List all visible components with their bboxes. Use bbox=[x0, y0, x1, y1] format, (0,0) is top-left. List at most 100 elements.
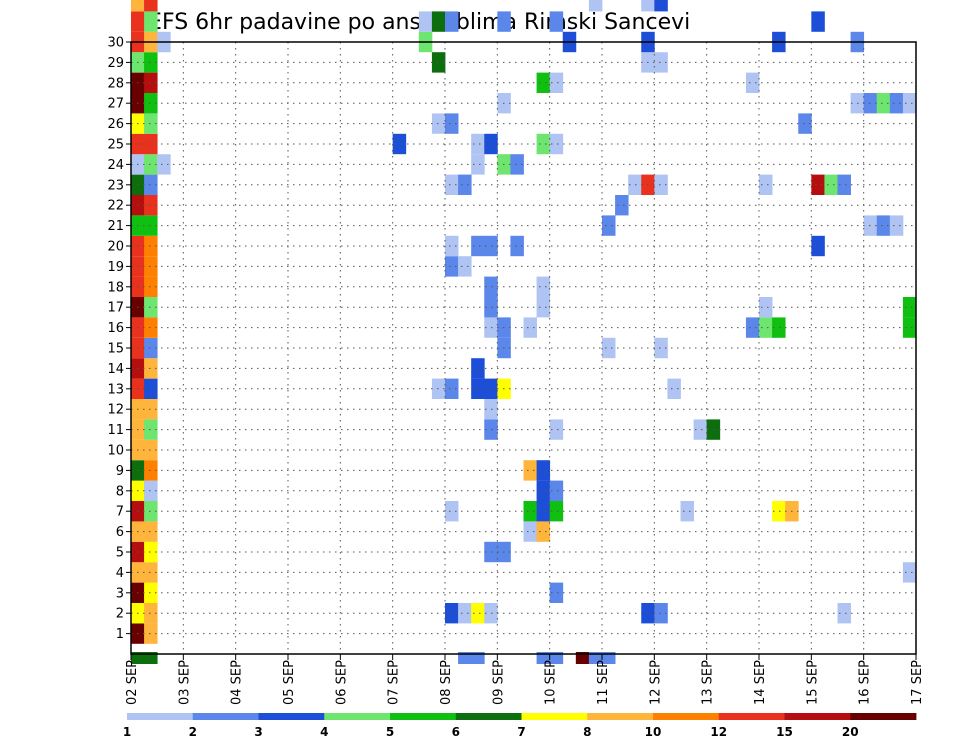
precip-cell bbox=[131, 652, 145, 664]
y-tick-label: 28 bbox=[107, 76, 124, 91]
colorbar-label: 20 bbox=[842, 725, 859, 739]
precip-cell bbox=[144, 501, 158, 522]
precip-cell bbox=[484, 541, 498, 563]
precip-cell bbox=[144, 399, 158, 420]
precip-cell bbox=[549, 11, 564, 32]
precip-cell bbox=[445, 378, 459, 399]
precip-cell bbox=[497, 11, 511, 32]
precip-cell bbox=[484, 399, 498, 420]
precip-cell bbox=[549, 652, 564, 664]
colorbar-label: 3 bbox=[254, 725, 262, 739]
precip-cell bbox=[811, 235, 825, 257]
precip-cell bbox=[458, 652, 472, 664]
x-tick-label: 11 SEP bbox=[596, 660, 611, 705]
precip-cell bbox=[144, 603, 158, 624]
precip-cell bbox=[902, 317, 917, 338]
precip-cell bbox=[471, 358, 485, 379]
precip-cell bbox=[144, 439, 158, 461]
colorbar-swatch bbox=[718, 713, 785, 720]
y-tick-label: 2 bbox=[116, 607, 124, 622]
colorbar-swatch bbox=[192, 713, 259, 720]
y-tick-label: 23 bbox=[107, 178, 124, 193]
precip-cell bbox=[654, 52, 668, 73]
precip-cell bbox=[759, 297, 773, 318]
precip-cell bbox=[549, 133, 564, 155]
precip-cell bbox=[549, 419, 564, 440]
precip-cell bbox=[889, 93, 904, 114]
precip-cell bbox=[458, 256, 472, 277]
precip-cell bbox=[144, 256, 158, 277]
x-tick-label: 16 SEP bbox=[858, 660, 873, 705]
colorbar-swatch bbox=[127, 713, 194, 720]
x-tick-label: 06 SEP bbox=[334, 660, 349, 705]
colorbar-swatch bbox=[784, 713, 851, 720]
precip-cell bbox=[471, 378, 485, 399]
precip-cell bbox=[445, 603, 459, 624]
precip-cell bbox=[536, 276, 551, 297]
x-tick-label: 05 SEP bbox=[282, 660, 297, 705]
precip-cell bbox=[144, 195, 158, 216]
precip-cell bbox=[144, 215, 158, 236]
colorbar-label: 12 bbox=[710, 725, 727, 739]
precip-cell bbox=[144, 11, 158, 32]
chart-title: GEFS 6hr padavine po ansamblima Rimski S… bbox=[131, 10, 690, 35]
precip-cell bbox=[484, 235, 498, 257]
precip-cell bbox=[772, 501, 786, 522]
colorbar-label: 6 bbox=[452, 725, 460, 739]
precip-cell bbox=[431, 113, 446, 134]
precip-cell bbox=[445, 256, 459, 277]
precip-cell bbox=[144, 419, 158, 440]
precip-cell bbox=[602, 215, 616, 236]
precip-cell bbox=[680, 501, 694, 522]
precip-cell bbox=[144, 562, 158, 583]
colorbar-label: 1 bbox=[123, 725, 131, 739]
colorbar-swatch bbox=[455, 713, 522, 720]
colorbar-label: 7 bbox=[517, 725, 525, 739]
precip-cell bbox=[759, 174, 773, 195]
precip-cell bbox=[876, 215, 891, 236]
x-tick-label: 12 SEP bbox=[648, 660, 663, 705]
precip-cell bbox=[131, 11, 145, 32]
precip-cell bbox=[144, 378, 158, 399]
precip-cell bbox=[471, 235, 485, 257]
y-tick-label: 30 bbox=[107, 36, 124, 51]
precip-cell bbox=[536, 652, 551, 664]
precip-cell bbox=[484, 317, 498, 338]
x-tick-label: 04 SEP bbox=[230, 660, 245, 705]
x-tick-label: 02 SEP bbox=[125, 660, 140, 705]
precip-cell bbox=[144, 480, 158, 501]
precip-cell bbox=[667, 378, 681, 399]
precip-cell bbox=[549, 501, 564, 522]
precip-cell bbox=[144, 276, 158, 297]
precip-cell bbox=[602, 337, 616, 359]
precip-cell bbox=[510, 235, 524, 257]
precip-cell bbox=[131, 0, 145, 12]
precip-cell bbox=[144, 521, 158, 542]
precip-cell bbox=[536, 480, 551, 501]
precip-cell bbox=[889, 215, 904, 236]
precip-cell bbox=[445, 11, 459, 32]
precip-cell bbox=[144, 337, 158, 359]
y-tick-label: 16 bbox=[107, 321, 124, 336]
precip-cell bbox=[144, 582, 158, 603]
y-tick-label: 4 bbox=[116, 566, 124, 581]
precip-cell bbox=[144, 93, 158, 114]
colorbar-label: 15 bbox=[776, 725, 793, 739]
precip-cell bbox=[523, 460, 537, 481]
precip-cell bbox=[510, 154, 524, 175]
precip-cell bbox=[876, 93, 891, 114]
precip-cell bbox=[484, 378, 498, 399]
precip-cell bbox=[549, 72, 564, 93]
precip-cell bbox=[144, 358, 158, 379]
x-axis: 02 SEP 03 SEP 04 SEP 05 SEP 06 SEP 07 SEP 08 S… bbox=[125, 654, 925, 705]
x-tick-label: 03 SEP bbox=[177, 660, 192, 705]
y-tick-label: 6 bbox=[116, 525, 124, 540]
precip-cell bbox=[484, 276, 498, 297]
precip-cell bbox=[523, 521, 537, 542]
x-tick-label: 13 SEP bbox=[701, 660, 716, 705]
y-tick-label: 20 bbox=[107, 240, 124, 255]
precip-cell bbox=[144, 113, 158, 134]
precip-cell bbox=[144, 297, 158, 318]
precip-cell bbox=[575, 652, 590, 664]
